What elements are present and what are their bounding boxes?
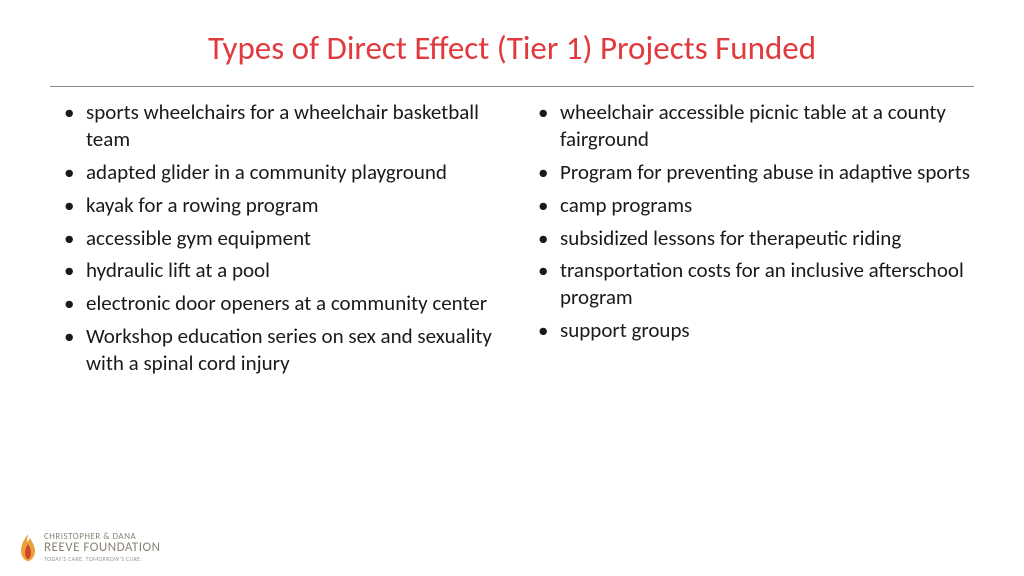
list-item: adapted glider in a community playground <box>50 159 500 186</box>
logo-line3: TODAY'S CARE. TOMORROW'S CURE. <box>44 556 161 562</box>
list-item: camp programs <box>524 192 974 219</box>
list-item: wheelchair accessible picnic table at a … <box>524 99 974 153</box>
content-columns: sports wheelchairs for a wheelchair bask… <box>50 99 974 383</box>
flame-icon <box>18 532 38 562</box>
list-item: subsidized lessons for therapeutic ridin… <box>524 225 974 252</box>
list-item: Program for preventing abuse in adaptive… <box>524 159 974 186</box>
list-item: accessible gym equipment <box>50 225 500 252</box>
list-item: support groups <box>524 317 974 344</box>
list-item: transportation costs for an inclusive af… <box>524 257 974 311</box>
footer-logo: CHRISTOPHER & DANA REEVE FOUNDATION TODA… <box>18 532 161 562</box>
list-item: electronic door openers at a community c… <box>50 290 500 317</box>
list-item: hydraulic lift at a pool <box>50 257 500 284</box>
right-column: wheelchair accessible picnic table at a … <box>524 99 974 383</box>
left-list: sports wheelchairs for a wheelchair bask… <box>50 99 500 377</box>
slide: Types of Direct Effect (Tier 1) Projects… <box>0 0 1024 576</box>
list-item: Workshop education series on sex and sex… <box>50 323 500 377</box>
title-rule <box>50 86 974 87</box>
left-column: sports wheelchairs for a wheelchair bask… <box>50 99 500 383</box>
list-item: sports wheelchairs for a wheelchair bask… <box>50 99 500 153</box>
logo-text: CHRISTOPHER & DANA REEVE FOUNDATION TODA… <box>44 532 161 562</box>
logo-line2: REEVE FOUNDATION <box>44 541 161 554</box>
slide-title: Types of Direct Effect (Tier 1) Projects… <box>50 28 974 68</box>
list-item: kayak for a rowing program <box>50 192 500 219</box>
right-list: wheelchair accessible picnic table at a … <box>524 99 974 344</box>
